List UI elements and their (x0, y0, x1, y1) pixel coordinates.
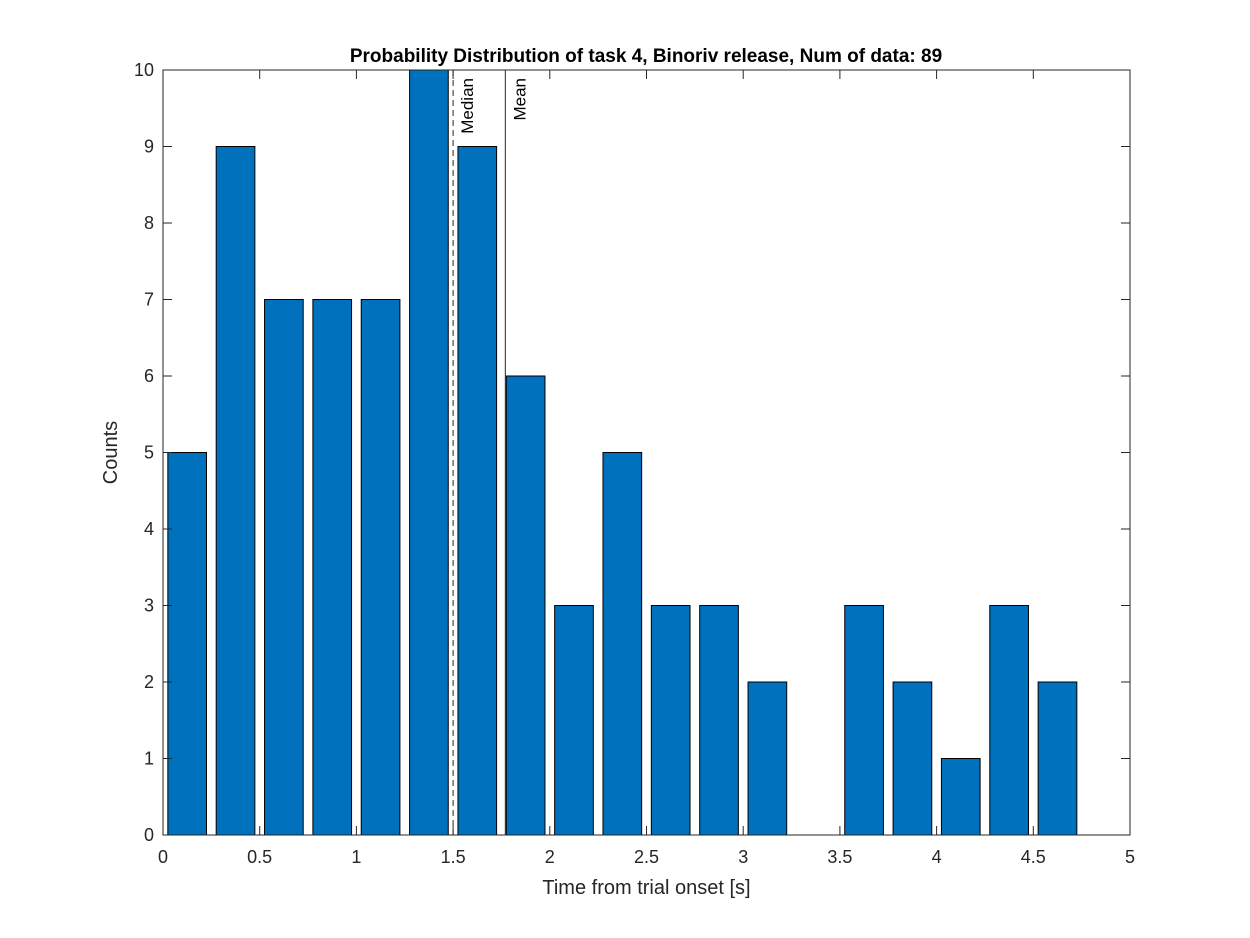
histogram-bar (940, 758, 981, 836)
x-tick-label: 0.5 (247, 847, 272, 867)
histogram-bar (264, 299, 304, 836)
y-tick-label: 1 (144, 749, 154, 769)
x-tick-label: 2.5 (634, 847, 659, 867)
median-label: Median (458, 78, 477, 134)
histogram-bar (699, 605, 739, 836)
x-axis: 0 0.5 1 1.5 2 2.5 3 3.5 4 4.5 5 (158, 70, 1135, 867)
y-tick-label: 0 (144, 825, 154, 845)
x-tick-label: 3.5 (827, 847, 852, 867)
y-tick-label: 8 (144, 213, 154, 233)
histogram-bar (989, 605, 1029, 836)
histogram-bar (844, 605, 884, 836)
y-tick-label: 5 (144, 443, 154, 463)
histogram-bar (650, 605, 691, 836)
histogram-bar (167, 452, 208, 836)
x-tick-label: 1 (351, 847, 361, 867)
histogram-bar (892, 681, 933, 836)
histogram-bar (457, 146, 498, 836)
histogram-bar (360, 299, 401, 836)
histogram-bar (312, 299, 353, 836)
y-tick-label: 6 (144, 366, 154, 386)
x-tick-label: 2 (545, 847, 555, 867)
histogram-bar (215, 146, 256, 836)
x-tick-label: 4 (932, 847, 942, 867)
bars-layer (167, 69, 1078, 836)
histogram-bar (554, 605, 594, 836)
y-tick-label: 3 (144, 596, 154, 616)
annotations-layer: Median Mean (452, 70, 529, 835)
x-tick-label: 3 (738, 847, 748, 867)
x-tick-label: 0 (158, 847, 168, 867)
histogram-bar (505, 375, 546, 836)
plot-frame (162, 69, 1131, 836)
y-axis-title: Counts (100, 421, 122, 484)
x-tick-label: 4.5 (1021, 847, 1046, 867)
y-tick-label: 4 (144, 519, 154, 539)
y-axis: 0 1 2 3 4 5 6 7 8 9 10 (134, 60, 1130, 845)
y-tick-label: 7 (144, 290, 154, 310)
histogram-bar (409, 69, 449, 836)
mean-label: Mean (510, 78, 529, 121)
y-tick-label: 10 (134, 60, 154, 80)
y-tick-label: 2 (144, 672, 154, 692)
histogram-bar (747, 681, 788, 836)
histogram-bar (602, 452, 643, 836)
x-axis-title: Time from trial onset [s] (542, 877, 750, 899)
y-tick-label: 9 (144, 137, 154, 157)
x-tick-label: 5 (1125, 847, 1135, 867)
chart-title: Probability Distribution of task 4, Bino… (350, 46, 942, 67)
histogram-bar (1037, 681, 1078, 836)
x-tick-label: 1.5 (441, 847, 466, 867)
